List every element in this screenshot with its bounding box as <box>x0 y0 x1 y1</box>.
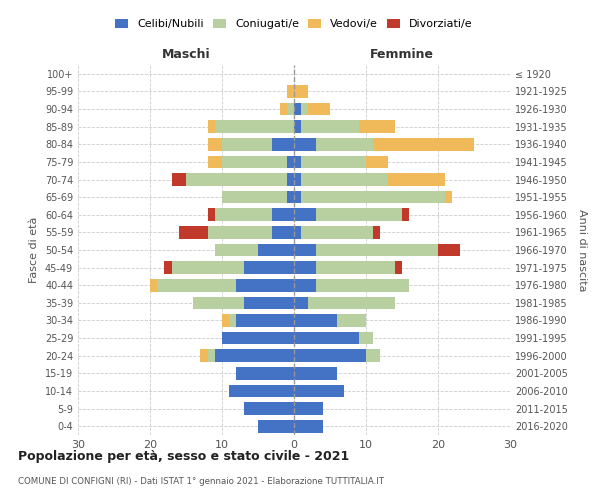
Bar <box>222 191 287 203</box>
Bar <box>222 332 294 344</box>
Bar <box>316 279 409 291</box>
Bar <box>222 138 272 150</box>
Bar <box>215 244 258 256</box>
Bar <box>244 262 294 274</box>
Bar <box>294 138 316 150</box>
Bar <box>316 244 438 256</box>
Bar <box>402 208 409 221</box>
Bar <box>150 279 157 291</box>
Bar <box>294 262 316 274</box>
Bar <box>193 296 244 309</box>
Bar <box>244 296 294 309</box>
Bar <box>445 191 452 203</box>
Bar <box>294 367 337 380</box>
Bar <box>164 262 172 274</box>
Bar <box>186 173 287 186</box>
Bar <box>172 262 244 274</box>
Bar <box>294 156 301 168</box>
Bar <box>301 156 366 168</box>
Bar <box>301 226 373 238</box>
Bar <box>294 120 301 133</box>
Bar <box>294 244 316 256</box>
Y-axis label: Anni di nascita: Anni di nascita <box>577 209 587 291</box>
Bar <box>200 350 208 362</box>
Bar <box>337 314 366 327</box>
Bar <box>215 120 294 133</box>
Bar <box>208 138 222 150</box>
Bar <box>294 226 301 238</box>
Bar <box>222 314 229 327</box>
Bar <box>366 156 388 168</box>
Bar <box>215 208 272 221</box>
Bar <box>287 102 294 116</box>
Bar <box>287 156 294 168</box>
Bar <box>208 226 272 238</box>
Bar <box>388 173 445 186</box>
Bar <box>236 314 294 327</box>
Bar <box>287 173 294 186</box>
Y-axis label: Fasce di età: Fasce di età <box>29 217 39 283</box>
Bar <box>229 384 294 398</box>
Bar <box>294 85 308 98</box>
Bar <box>294 208 316 221</box>
Text: Popolazione per età, sesso e stato civile - 2021: Popolazione per età, sesso e stato civil… <box>18 450 349 463</box>
Bar <box>294 102 301 116</box>
Bar <box>294 296 308 309</box>
Bar <box>236 367 294 380</box>
Bar <box>272 138 294 150</box>
Text: Maschi: Maschi <box>161 48 211 62</box>
Bar <box>395 262 402 274</box>
Bar <box>208 350 215 362</box>
Bar <box>294 173 301 186</box>
Bar <box>373 138 474 150</box>
Text: COMUNE DI CONFIGNI (RI) - Dati ISTAT 1° gennaio 2021 - Elaborazione TUTTITALIA.I: COMUNE DI CONFIGNI (RI) - Dati ISTAT 1° … <box>18 478 384 486</box>
Bar <box>294 191 301 203</box>
Bar <box>294 384 344 398</box>
Bar <box>373 226 380 238</box>
Bar <box>316 138 373 150</box>
Bar <box>294 420 323 432</box>
Bar <box>222 156 287 168</box>
Bar <box>229 314 236 327</box>
Bar <box>172 173 186 186</box>
Bar <box>215 350 294 362</box>
Bar <box>272 208 294 221</box>
Bar <box>438 244 460 256</box>
Bar <box>359 332 373 344</box>
Bar <box>272 226 294 238</box>
Bar <box>301 102 308 116</box>
Bar <box>258 420 294 432</box>
Bar <box>316 208 402 221</box>
Bar <box>308 102 330 116</box>
Bar <box>258 244 294 256</box>
Bar <box>301 120 359 133</box>
Bar <box>301 191 445 203</box>
Bar <box>294 332 359 344</box>
Bar <box>294 350 366 362</box>
Bar <box>294 402 323 415</box>
Bar <box>316 262 395 274</box>
Bar <box>359 120 395 133</box>
Bar <box>294 314 337 327</box>
Bar <box>179 226 208 238</box>
Bar <box>236 279 294 291</box>
Legend: Celibi/Nubili, Coniugati/e, Vedovi/e, Divorziati/e: Celibi/Nubili, Coniugati/e, Vedovi/e, Di… <box>115 19 473 29</box>
Bar <box>244 402 294 415</box>
Bar <box>280 102 287 116</box>
Bar <box>294 279 316 291</box>
Bar <box>208 156 222 168</box>
Bar <box>308 296 395 309</box>
Bar <box>208 120 215 133</box>
Bar <box>208 208 215 221</box>
Text: Femmine: Femmine <box>370 48 434 62</box>
Bar <box>157 279 236 291</box>
Bar <box>366 350 380 362</box>
Bar <box>301 173 388 186</box>
Bar <box>287 191 294 203</box>
Bar <box>287 85 294 98</box>
